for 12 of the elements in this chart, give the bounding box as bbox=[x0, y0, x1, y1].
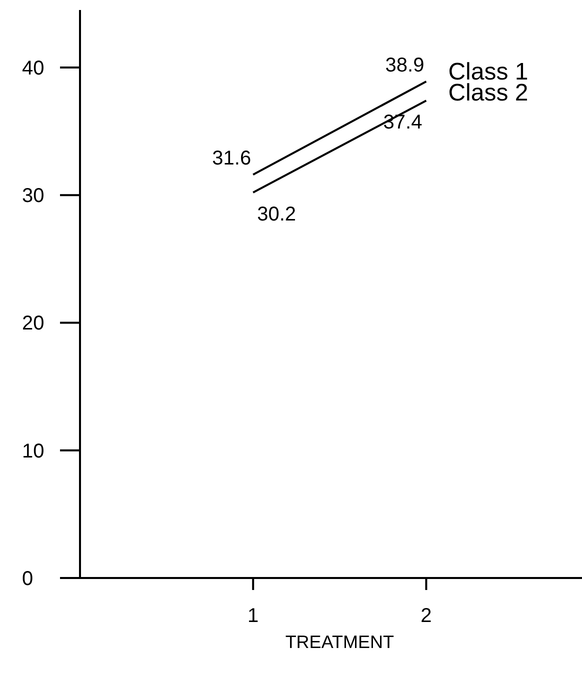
y-tick-label: 10 bbox=[22, 440, 44, 462]
x-axis-title: TREATMENT bbox=[285, 632, 394, 652]
y-tick-label: 20 bbox=[22, 312, 44, 335]
y-tick-label: 40 bbox=[22, 57, 44, 80]
data-label: 38.9 bbox=[385, 54, 424, 76]
data-label: 31.6 bbox=[212, 148, 252, 170]
x-tick-label: 2 bbox=[420, 605, 432, 627]
y-tick-label: 0 bbox=[22, 568, 34, 590]
x-tick-label: 1 bbox=[248, 605, 259, 627]
series-label: Class 2 bbox=[448, 80, 528, 107]
data-label: 30.2 bbox=[257, 204, 296, 226]
y-tick-label: 30 bbox=[22, 185, 44, 208]
